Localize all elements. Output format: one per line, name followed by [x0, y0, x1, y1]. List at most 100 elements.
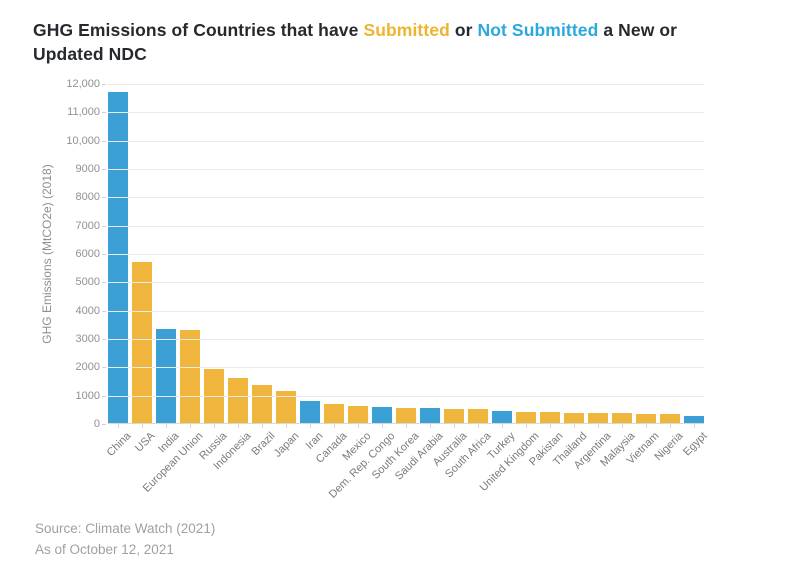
y-tick-label: 2000	[75, 361, 100, 374]
title-segment: a New or Updated NDC	[33, 20, 678, 64]
y-tick-label: 6000	[75, 248, 100, 260]
y-tick-mark	[102, 254, 106, 255]
gridline	[108, 225, 704, 227]
x-tick-mark	[406, 424, 407, 428]
plot-area	[108, 84, 704, 428]
x-tick-mark	[694, 424, 695, 428]
x-tick-mark	[478, 424, 479, 428]
x-tick-mark	[526, 424, 527, 428]
bar-india[interactable]	[156, 328, 176, 423]
gridline	[108, 367, 704, 369]
bar-thailand[interactable]	[564, 412, 584, 423]
y-tick-label: 12,000	[66, 78, 100, 90]
y-tick-label: 5000	[75, 276, 100, 289]
bar-argentina[interactable]	[588, 412, 608, 423]
x-tick-mark	[238, 424, 239, 428]
bar-australia[interactable]	[444, 408, 464, 423]
y-tick-mark	[102, 140, 106, 142]
y-tick-mark	[102, 112, 106, 114]
gridline	[108, 112, 704, 114]
x-tick-mark	[646, 424, 647, 428]
bar-united-kingdom[interactable]	[516, 411, 536, 423]
x-tick-mark	[334, 424, 335, 428]
bar-saudi-arabia[interactable]	[420, 408, 440, 423]
chart-title: GHG Emissions of Countries that have Sub…	[33, 18, 743, 66]
bar-european-union[interactable]	[180, 329, 200, 423]
gridline	[108, 395, 704, 397]
y-tick-mark	[102, 282, 106, 284]
as-of-note: As of October 12, 2021	[35, 542, 174, 557]
y-tick-mark	[102, 395, 106, 397]
y-tick-mark	[102, 169, 106, 170]
x-tick-mark	[166, 424, 167, 428]
bar-turkey[interactable]	[492, 410, 512, 423]
bar-mexico[interactable]	[348, 406, 368, 423]
bar-malaysia[interactable]	[612, 413, 632, 423]
footer: Source: Climate Watch (2021) As of Octob…	[35, 518, 215, 560]
bar-indonesia[interactable]	[228, 377, 248, 423]
x-tick-mark	[310, 424, 311, 428]
y-tick-label: 7000	[75, 219, 100, 232]
y-tick-mark	[102, 339, 106, 340]
y-tick-label: 0	[93, 418, 100, 430]
gridline	[108, 310, 704, 312]
x-tick-mark	[286, 424, 287, 428]
x-tick-mark	[382, 424, 383, 428]
bar-china[interactable]	[108, 91, 128, 423]
x-axis: China USA India European Union Russia Indones…	[105, 430, 710, 520]
bar-vietnam[interactable]	[636, 413, 656, 423]
title-segment: Submitted	[363, 20, 450, 40]
x-tick-mark	[214, 424, 215, 428]
gridline	[108, 84, 704, 85]
x-tick-mark	[598, 424, 599, 428]
x-tick-mark	[358, 424, 359, 428]
y-tick-label: 1000	[75, 389, 100, 402]
y-tick-mark	[102, 367, 106, 369]
y-tick-label: 3000	[75, 333, 100, 345]
bar-dem-rep-congo[interactable]	[372, 407, 392, 423]
x-tick-mark	[502, 424, 503, 428]
x-tick-mark	[262, 424, 263, 428]
title-segment: Not Submitted	[477, 20, 599, 40]
bar-brazil[interactable]	[252, 385, 272, 423]
bar-pakistan[interactable]	[540, 412, 560, 423]
x-tick-mark	[118, 424, 119, 428]
gridline	[108, 282, 704, 284]
x-tick-mark	[622, 424, 623, 428]
y-axis: 12,000 11,000 10,000 9000 8000 7000 6000 5000 40…	[0, 78, 106, 430]
bar-iran[interactable]	[300, 400, 320, 423]
x-tick-mark	[190, 424, 191, 428]
y-tick-label: 11,000	[67, 106, 100, 119]
gridline	[108, 254, 704, 255]
x-tick-mark	[430, 424, 431, 428]
gridline	[108, 339, 704, 340]
gridline	[108, 197, 704, 199]
y-tick-label: 9000	[75, 163, 100, 175]
gridline	[108, 140, 704, 142]
y-tick-mark	[102, 197, 106, 199]
bar-nigeria[interactable]	[660, 414, 680, 423]
bar-japan[interactable]	[276, 390, 296, 423]
gridline	[108, 169, 704, 170]
bar-south-korea[interactable]	[396, 407, 416, 423]
x-tick-mark	[670, 424, 671, 428]
y-tick-label: 10,000	[66, 134, 100, 147]
y-tick-label: 8000	[75, 191, 100, 204]
x-tick-mark	[574, 424, 575, 428]
title-segment: GHG Emissions of Countries that have	[33, 20, 364, 40]
y-tick-label: 4000	[75, 304, 100, 317]
bar-usa[interactable]	[132, 261, 152, 423]
y-tick-mark	[102, 310, 106, 312]
bar-canada[interactable]	[324, 403, 344, 423]
x-tick-mark	[454, 424, 455, 428]
y-tick-mark	[102, 84, 106, 85]
y-tick-mark	[102, 424, 106, 425]
x-tick-mark	[550, 424, 551, 428]
title-segment: or	[449, 20, 478, 40]
source-note: Source: Climate Watch (2021)	[35, 521, 216, 536]
bar-egypt[interactable]	[684, 415, 704, 423]
y-tick-mark	[102, 225, 106, 227]
x-tick-mark	[142, 424, 143, 428]
bar-south-africa[interactable]	[468, 409, 488, 423]
